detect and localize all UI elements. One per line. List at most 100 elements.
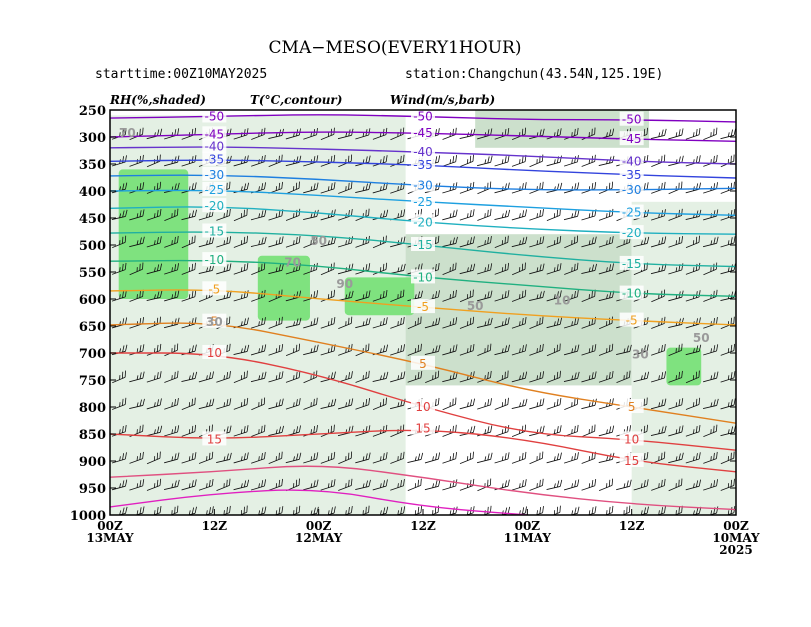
x-tick-label: 2025 — [719, 543, 752, 557]
wind-barb — [407, 343, 422, 356]
wind-barb — [511, 344, 527, 356]
wind-barb — [268, 398, 284, 410]
wind-barb — [268, 236, 284, 248]
wind-barb — [320, 398, 337, 409]
wind-barb — [233, 344, 250, 355]
y-tick-label: 800 — [79, 401, 106, 416]
wind-barb — [511, 209, 527, 221]
wind-barb — [129, 451, 144, 464]
wind-barb — [459, 263, 476, 275]
wind-barb — [546, 208, 561, 221]
contour-label-bg — [411, 157, 435, 172]
contour-label: -45 — [413, 126, 433, 140]
temperature-variable-label: T(°C,contour) — [250, 93, 342, 107]
rh-high-patch — [344, 277, 415, 316]
x-tick-label: 00Z — [306, 519, 332, 533]
contour-label: -35 — [622, 168, 642, 182]
wind-barb — [164, 208, 179, 221]
plot-area: -50 -50 -50-45 -45 -45-40 -40-40-35 -35-35-30-… — [110, 110, 736, 515]
wind-barb — [250, 371, 267, 383]
contour-label: 10 — [624, 432, 639, 446]
wind-barb — [216, 263, 232, 275]
wind-barb — [233, 290, 249, 302]
wind-barb — [650, 371, 667, 383]
wind-barb — [668, 370, 683, 383]
wind-barb — [703, 424, 718, 437]
wind-barb — [338, 478, 353, 491]
wind-barb — [529, 371, 545, 383]
y-tick-label: 300 — [79, 131, 106, 146]
contour-label: -25 — [622, 206, 642, 220]
wind-barb — [164, 398, 179, 410]
wind-barb — [720, 398, 736, 410]
wind-barb — [685, 479, 701, 491]
wind-barb-layer — [111, 127, 736, 515]
wind-barb — [181, 479, 197, 491]
wind-variable-label: Wind(m/s,barb) — [390, 93, 495, 107]
wind-barb — [477, 398, 492, 410]
contour-label: -15 — [205, 225, 225, 239]
contour-label: -40 — [205, 140, 225, 154]
wind-barb — [181, 235, 196, 249]
wind-barb — [181, 262, 196, 275]
wind-barb — [390, 316, 405, 329]
wind-barb — [320, 317, 336, 329]
wind-barb — [164, 425, 180, 437]
wind-barb — [303, 317, 319, 329]
rh-label: 50 — [310, 234, 327, 248]
wind-barb — [285, 370, 301, 383]
rh-label: 30 — [632, 347, 649, 361]
wind-barb — [285, 425, 301, 437]
wind-barb — [703, 127, 718, 140]
x-tick-label: 00Z — [515, 519, 541, 533]
wind-barb — [477, 263, 493, 275]
wind-barb — [285, 236, 301, 248]
contour-label-bg — [411, 177, 435, 192]
temperature-contour — [110, 465, 736, 511]
wind-barb — [233, 397, 249, 410]
wind-barb — [650, 236, 667, 248]
wind-barb — [407, 371, 423, 383]
wind-barb — [372, 397, 387, 410]
y-tick-label: 700 — [79, 347, 106, 362]
wind-barb — [111, 506, 128, 515]
wind-barb — [407, 505, 423, 515]
wind-barb — [529, 343, 544, 356]
contour-label: -25 — [205, 183, 225, 197]
wind-barb — [129, 262, 144, 276]
wind-barb — [146, 154, 161, 168]
wind-barb — [198, 236, 215, 248]
wind-barb — [494, 209, 511, 220]
wind-barb — [233, 452, 249, 464]
contour-label: -5 — [626, 314, 638, 328]
contour-label-bg — [411, 355, 435, 370]
wind-barb — [668, 181, 683, 195]
wind-barb — [442, 452, 457, 464]
wind-barb — [146, 451, 161, 465]
contour-label-bg — [619, 399, 644, 413]
rh-high-patch — [118, 169, 189, 299]
wind-barb — [581, 344, 597, 356]
wind-barb — [564, 397, 579, 410]
y-tick-label: 350 — [79, 158, 106, 173]
contour-label: -5 — [208, 282, 220, 296]
contour-label: -15 — [622, 257, 642, 271]
y-tick-label: 600 — [79, 293, 106, 308]
chart-title: CMA−MESO(EVERY1HOUR) — [269, 38, 522, 58]
y-tick-label: 500 — [79, 239, 106, 254]
contour-label: -10 — [205, 253, 225, 267]
wind-barb — [476, 317, 493, 328]
wind-barb — [146, 209, 162, 221]
wind-barb — [512, 262, 526, 276]
contour-label-bg — [202, 345, 227, 359]
contour-label-bg — [619, 453, 644, 467]
wind-barb — [563, 371, 580, 382]
wind-barb — [668, 452, 684, 464]
wind-barb — [477, 343, 492, 356]
wind-barb — [668, 236, 683, 248]
wind-barb — [459, 209, 475, 221]
wind-barb — [529, 236, 545, 248]
wind-barb — [181, 371, 198, 382]
contour-label-bg — [619, 153, 644, 168]
contour-label-bg — [411, 110, 435, 123]
